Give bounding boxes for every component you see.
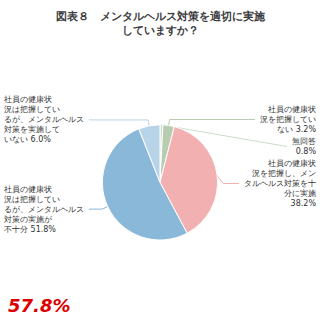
svg-text:図表８ メンタルヘルス対策を適切に実施: 図表８ メンタルヘルス対策を適切に実施 — [56, 10, 266, 23]
svg-text:いない 6.0%: いない 6.0% — [4, 135, 51, 144]
svg-text:社員の健康状: 社員の健康状 — [268, 159, 316, 168]
svg-text:無回答: 無回答 — [292, 137, 316, 146]
svg-text:0.8%: 0.8% — [296, 147, 317, 156]
svg-text:況を把握してい: 況を把握してい — [260, 115, 316, 124]
svg-text:分に実施: 分に実施 — [284, 189, 316, 198]
svg-text:対策を実施して: 対策を実施して — [4, 125, 60, 134]
svg-text:社員の健康状: 社員の健康状 — [268, 105, 316, 114]
svg-text:不十分 51.8%: 不十分 51.8% — [4, 225, 56, 234]
svg-text:社員の健康状: 社員の健康状 — [4, 95, 52, 104]
svg-text:況を把握し、メン: 況を把握し、メン — [252, 169, 316, 178]
svg-text:していますか？: していますか？ — [122, 24, 199, 37]
svg-text:38.2%: 38.2% — [291, 199, 317, 208]
svg-text:社員の健康状: 社員の健康状 — [4, 185, 52, 194]
svg-text:ない 3.2%: ない 3.2% — [277, 125, 316, 134]
svg-text:タルヘルス対策を十: タルヘルス対策を十 — [244, 179, 316, 188]
svg-text:57.8%: 57.8% — [8, 295, 70, 316]
svg-text:況は把握してい: 況は把握してい — [4, 105, 60, 114]
svg-text:るが、メンタルヘルス: るが、メンタルヘルス — [4, 205, 84, 214]
svg-text:況は把握してい: 況は把握してい — [4, 195, 60, 204]
svg-text:るが、メンタルヘルス: るが、メンタルヘルス — [4, 115, 84, 124]
svg-text:対策の実施が: 対策の実施が — [4, 215, 53, 224]
